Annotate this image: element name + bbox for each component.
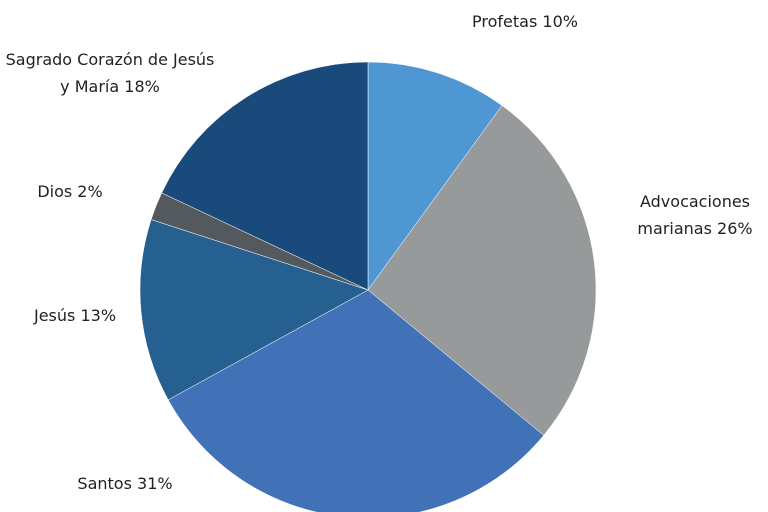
slice-label: Sagrado Corazón de Jesús y María 18%	[0, 46, 220, 100]
value-label: 31%	[137, 474, 173, 493]
pie-slice	[367, 105, 597, 436]
category-name: Sagrado Corazón de Jesús y María	[5, 50, 215, 96]
slice-label: Profetas 10%	[440, 8, 610, 35]
category-name: Santos	[77, 474, 132, 493]
slice-label: Santos 31%	[40, 470, 210, 497]
slice-label: Advocaciones marianas 26%	[610, 188, 768, 242]
value-label: 10%	[542, 12, 578, 31]
pie-slice	[161, 61, 369, 291]
pie-slice	[367, 61, 503, 291]
value-label: 26%	[717, 219, 753, 238]
category-name: Jesús	[33, 306, 76, 325]
pie-slice	[167, 289, 545, 512]
pie-slice	[139, 219, 369, 401]
value-label: 18%	[124, 77, 160, 96]
value-label: 2%	[77, 182, 103, 201]
category-name: Profetas	[472, 12, 538, 31]
value-label: 13%	[80, 306, 117, 325]
category-name: Dios	[37, 182, 73, 201]
slice-label: Dios 2%	[0, 178, 140, 205]
category-name: Advocaciones marianas	[637, 192, 751, 238]
slice-label: Jesús 13%	[0, 302, 150, 329]
